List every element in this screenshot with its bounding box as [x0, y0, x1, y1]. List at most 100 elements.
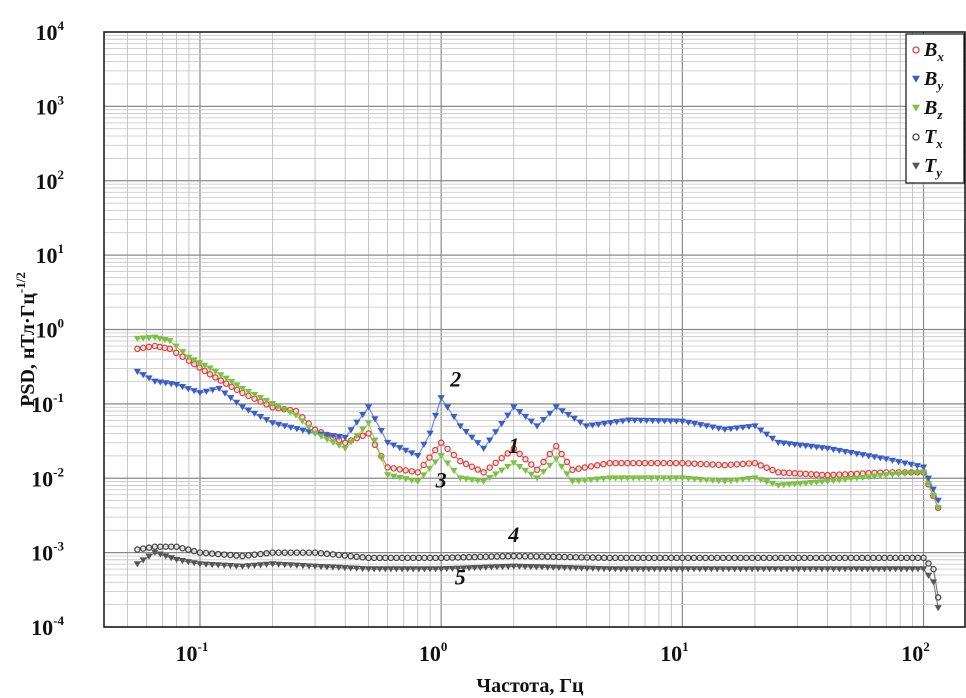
data-point	[853, 451, 861, 458]
data-point	[847, 476, 855, 483]
data-point	[521, 563, 529, 571]
data-point	[238, 563, 247, 570]
data-point	[482, 564, 490, 571]
data-point	[196, 390, 204, 397]
data-point	[679, 459, 686, 467]
data-point	[414, 452, 422, 460]
data-point	[431, 566, 440, 573]
data-point	[432, 446, 439, 454]
data-point	[774, 482, 782, 489]
data-point	[133, 335, 141, 343]
data-point	[151, 549, 159, 556]
data-point	[227, 395, 235, 402]
data-point	[364, 420, 373, 427]
data-point	[631, 417, 639, 424]
data-point	[415, 554, 423, 562]
legend-marker	[912, 75, 920, 83]
data-point	[398, 554, 406, 562]
data-point	[151, 543, 159, 550]
data-point	[802, 443, 810, 450]
data-point	[679, 554, 686, 562]
data-point	[859, 452, 867, 459]
data-point	[456, 475, 464, 482]
data-point	[275, 421, 283, 428]
data-point	[311, 563, 319, 570]
data-point	[364, 566, 373, 573]
data-point	[474, 477, 482, 485]
data-point	[836, 471, 843, 478]
data-point	[656, 566, 664, 573]
data-point	[913, 463, 921, 470]
data-point	[275, 549, 282, 556]
data-point	[353, 433, 361, 440]
data-point	[841, 554, 849, 562]
data-point	[721, 426, 729, 433]
data-point	[262, 561, 271, 568]
data-point	[387, 566, 395, 573]
data-point	[392, 566, 401, 573]
y-tick-label: 10-1	[31, 390, 64, 417]
data-point	[390, 465, 397, 472]
data-point	[166, 345, 174, 353]
data-point	[656, 554, 664, 562]
data-point	[587, 477, 595, 484]
data-point	[823, 445, 832, 452]
data-point	[852, 566, 861, 573]
data-point	[575, 478, 583, 485]
data-point	[919, 566, 928, 573]
data-point	[329, 551, 337, 558]
data-point	[725, 566, 733, 573]
data-point	[934, 504, 942, 512]
data-point	[377, 428, 385, 435]
data-point	[262, 417, 271, 424]
legend-marker	[912, 104, 920, 112]
data-point	[897, 566, 905, 573]
data-point	[292, 412, 300, 419]
data-point	[684, 475, 693, 482]
data-point	[913, 469, 921, 477]
data-point	[206, 371, 214, 378]
data-point	[166, 338, 174, 345]
data-point	[783, 566, 791, 573]
data-point	[745, 460, 753, 467]
data-point	[323, 550, 331, 558]
data-point	[765, 566, 774, 573]
data-point	[162, 553, 170, 560]
data-point	[305, 424, 313, 431]
legend-entry: Ty	[912, 155, 942, 180]
data-point	[853, 554, 860, 562]
data-point	[824, 554, 831, 562]
data-point	[550, 553, 557, 561]
data-point	[566, 553, 574, 561]
data-point	[521, 413, 530, 421]
data-point	[317, 549, 325, 557]
data-point	[239, 552, 246, 560]
data-point	[173, 556, 181, 564]
data-point	[552, 456, 560, 463]
data-point	[796, 480, 804, 488]
data-point	[841, 448, 849, 456]
data-point	[214, 550, 222, 558]
data-point	[673, 566, 681, 573]
data-point	[493, 564, 501, 571]
data-point	[510, 563, 518, 570]
data-point	[864, 554, 871, 562]
data-point	[654, 459, 661, 467]
data-point	[226, 562, 234, 570]
data-point	[538, 553, 546, 560]
data-point	[145, 544, 153, 551]
data-point	[238, 385, 247, 392]
data-point	[139, 372, 147, 379]
data-point	[763, 431, 771, 438]
data-point	[365, 430, 372, 437]
data-point	[298, 418, 306, 425]
data-point	[800, 566, 809, 573]
data-point	[454, 554, 462, 561]
data-point	[791, 470, 798, 477]
data-point	[768, 435, 777, 442]
data-point	[162, 543, 169, 550]
data-point	[347, 552, 354, 560]
data-point	[443, 460, 452, 467]
data-point	[830, 554, 837, 562]
data-point	[645, 554, 653, 562]
